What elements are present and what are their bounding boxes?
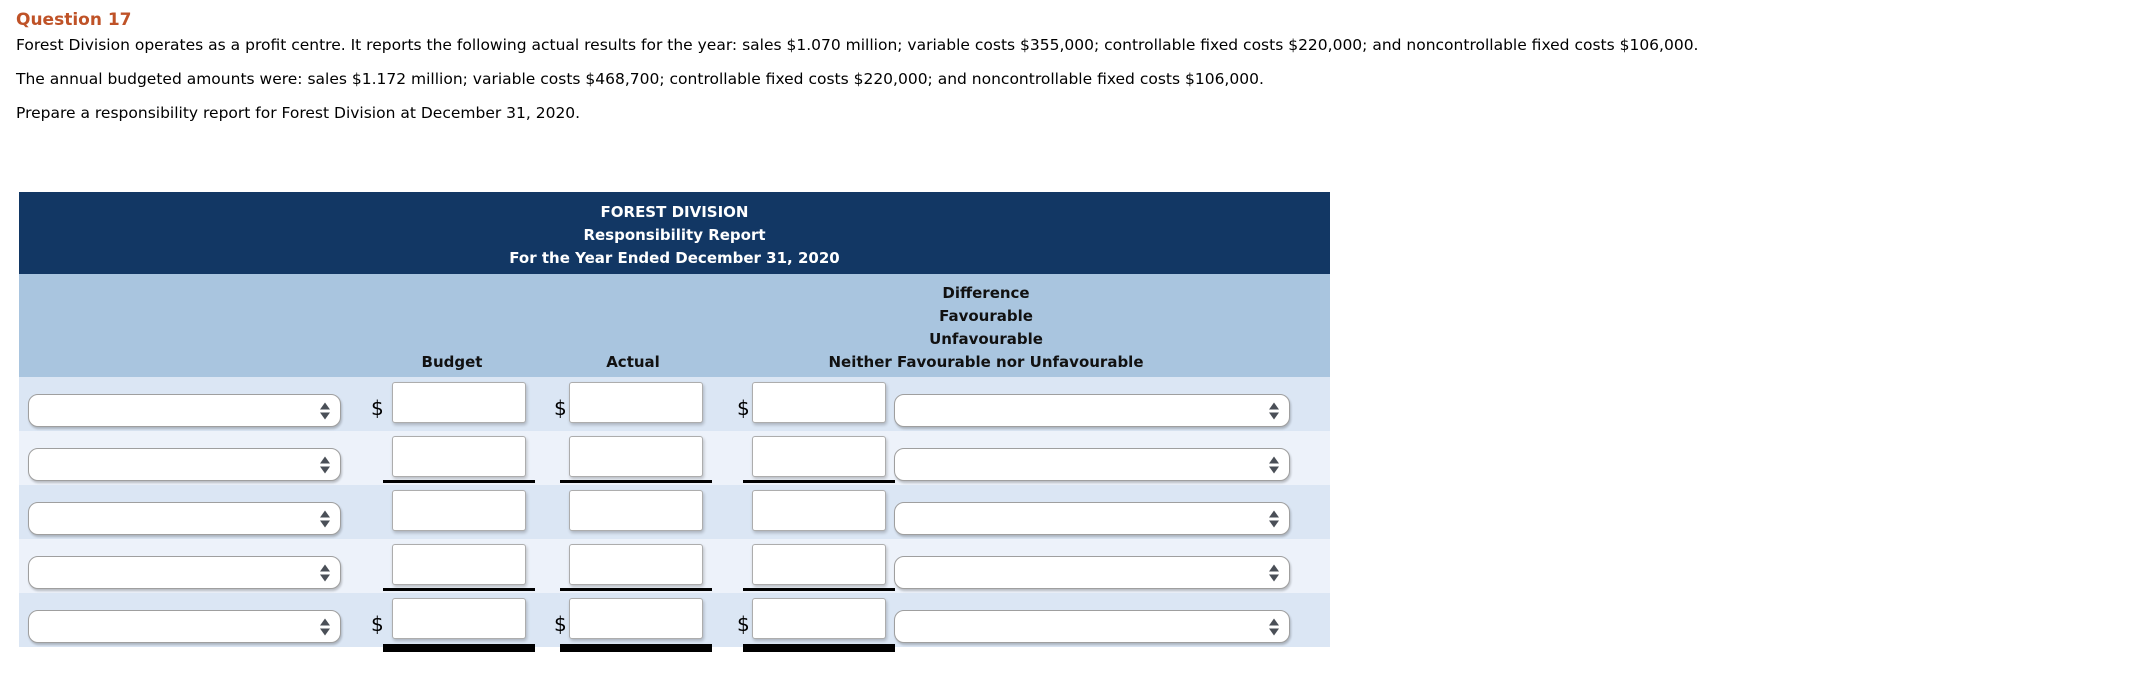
spinner-icon: [320, 456, 330, 473]
budget-input[interactable]: [392, 436, 526, 477]
spinner-icon: [1269, 402, 1279, 419]
col-header-budget: Budget: [421, 353, 483, 371]
table-row: [19, 485, 1330, 539]
actual-input[interactable]: [569, 382, 703, 423]
dollar-sign: $: [737, 612, 750, 636]
dollar-sign: $: [554, 396, 567, 420]
spinner-icon: [320, 402, 330, 419]
question-paragraph: Forest Division operates as a profit cen…: [16, 36, 1699, 54]
spinner-icon: [320, 510, 330, 527]
actual-input[interactable]: [569, 436, 703, 477]
difference-type-select[interactable]: [894, 556, 1290, 589]
question-paragraph: The annual budgeted amounts were: sales …: [16, 70, 1264, 88]
question-paragraph: Prepare a responsibility report for Fore…: [16, 104, 581, 122]
difference-type-select[interactable]: [894, 610, 1290, 643]
budget-input[interactable]: [392, 544, 526, 585]
report-rows: $ $ $: [19, 377, 1330, 652]
favourable-header-line: Favourable: [939, 307, 1033, 325]
report-name: Responsibility Report: [583, 226, 766, 244]
difference-input[interactable]: [752, 436, 886, 477]
single-rule: [560, 480, 712, 483]
double-rule: [383, 644, 535, 652]
budget-input[interactable]: [392, 382, 526, 423]
spinner-icon: [1269, 564, 1279, 581]
single-rule: [743, 480, 895, 483]
spinner-icon: [320, 564, 330, 581]
budget-input[interactable]: [392, 598, 526, 639]
row-title-select[interactable]: [28, 556, 341, 589]
double-rule: [743, 644, 895, 652]
budget-input[interactable]: [392, 490, 526, 531]
row-title-select[interactable]: [28, 610, 341, 643]
actual-input[interactable]: [569, 490, 703, 531]
difference-input[interactable]: [752, 382, 886, 423]
responsibility-report-table: FOREST DIVISION Responsibility Report Fo…: [19, 192, 1330, 652]
difference-header-line: Difference: [942, 284, 1030, 302]
report-title-block: FOREST DIVISION Responsibility Report Fo…: [19, 192, 1330, 274]
single-rule: [743, 588, 895, 591]
unfavourable-header-line: Unfavourable: [929, 330, 1043, 348]
difference-header-block: Difference Favourable Unfavourable Neith…: [679, 282, 1293, 374]
report-period: For the Year Ended December 31, 2020: [509, 249, 840, 267]
difference-input[interactable]: [752, 598, 886, 639]
difference-input[interactable]: [752, 490, 886, 531]
row-title-select[interactable]: [28, 502, 341, 535]
row-title-select[interactable]: [28, 394, 341, 427]
report-company-name: FOREST DIVISION: [600, 203, 749, 221]
single-rule: [560, 588, 712, 591]
actual-input[interactable]: [569, 598, 703, 639]
spinner-icon: [1269, 456, 1279, 473]
difference-type-select[interactable]: [894, 394, 1290, 427]
difference-input[interactable]: [752, 544, 886, 585]
table-row: [19, 431, 1330, 485]
single-rule: [383, 588, 535, 591]
spinner-icon: [320, 618, 330, 635]
difference-type-select[interactable]: [894, 502, 1290, 535]
double-rule: [560, 644, 712, 652]
row-title-select[interactable]: [28, 448, 341, 481]
difference-type-select[interactable]: [894, 448, 1290, 481]
dollar-sign: $: [737, 396, 750, 420]
table-row: $ $ $: [19, 593, 1330, 652]
column-header-band: Difference Favourable Unfavourable Neith…: [19, 274, 1330, 377]
dollar-sign: $: [554, 612, 567, 636]
spinner-icon: [1269, 618, 1279, 635]
neither-header-line: Neither Favourable nor Unfavourable: [828, 353, 1144, 371]
dollar-sign: $: [371, 612, 384, 636]
single-rule: [383, 480, 535, 483]
table-row: [19, 539, 1330, 593]
actual-input[interactable]: [569, 544, 703, 585]
dollar-sign: $: [371, 396, 384, 420]
col-header-actual: Actual: [606, 353, 660, 371]
question-title: Question 17: [16, 10, 132, 30]
spinner-icon: [1269, 510, 1279, 527]
table-row: $ $ $: [19, 377, 1330, 431]
